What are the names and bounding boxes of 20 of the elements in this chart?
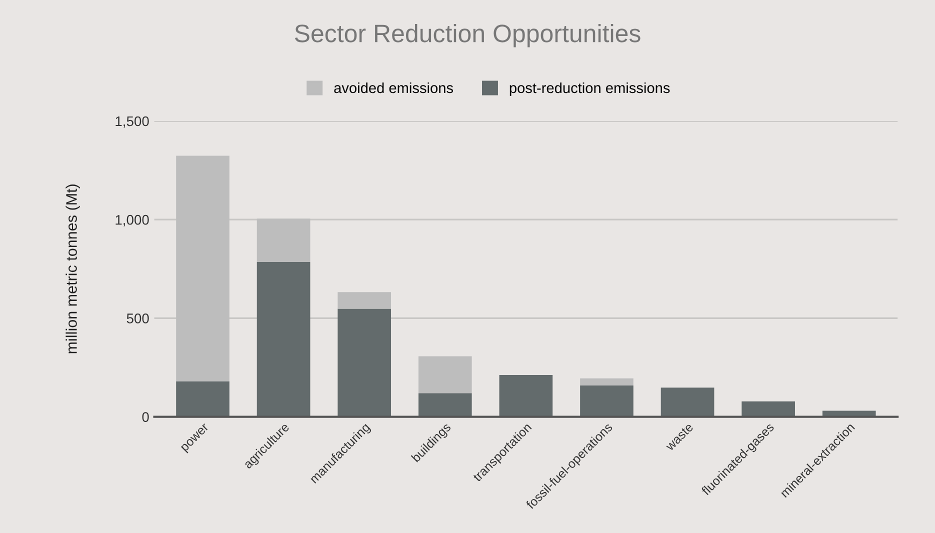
bar (580, 378, 634, 386)
bar (418, 356, 472, 394)
y-axis-title: million metric tonnes (Mt) (66, 184, 80, 354)
bar (660, 388, 714, 417)
bar (580, 385, 634, 417)
y-tick-label: 500 (126, 314, 149, 324)
bar (822, 410, 876, 417)
bar (176, 381, 230, 417)
chart-title: Sector Reduction Opportunities (294, 24, 640, 48)
bar (338, 292, 392, 309)
bar (338, 308, 392, 417)
legend-label: post-reduction emissions (510, 82, 670, 96)
bar (499, 374, 553, 417)
y-tick-label: 1,000 (116, 214, 149, 226)
bar (256, 262, 310, 417)
bar (742, 401, 795, 417)
bar (418, 393, 472, 417)
y-tick-label: 1,500 (116, 116, 149, 128)
y-tick-label: 0 (142, 412, 149, 422)
legend-label: avoided emissions (334, 82, 454, 94)
